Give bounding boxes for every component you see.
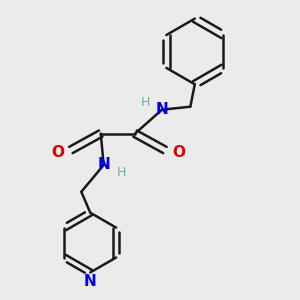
Text: O: O: [172, 146, 185, 160]
Text: N: N: [84, 274, 97, 290]
Text: N: N: [97, 158, 110, 172]
Text: N: N: [156, 102, 168, 117]
Text: H: H: [141, 96, 150, 109]
Text: H: H: [117, 166, 126, 179]
Text: O: O: [51, 146, 64, 160]
